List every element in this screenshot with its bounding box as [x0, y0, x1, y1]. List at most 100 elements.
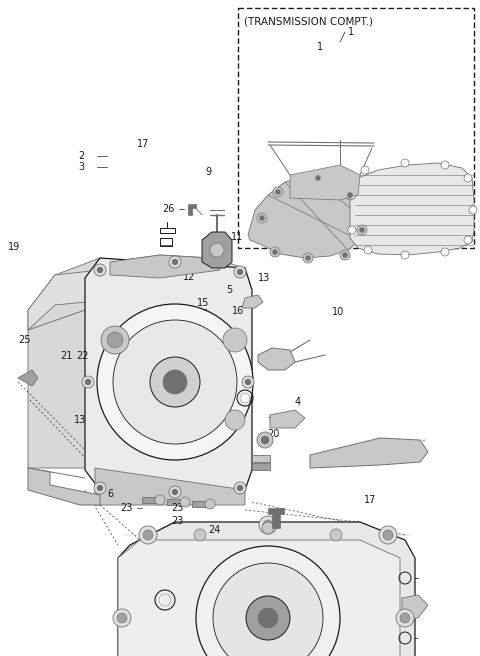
Circle shape [305, 255, 311, 260]
Circle shape [113, 609, 131, 627]
Text: 7: 7 [267, 417, 273, 428]
Circle shape [273, 249, 277, 255]
Text: 8: 8 [331, 610, 336, 621]
Circle shape [169, 486, 181, 498]
Text: 24: 24 [208, 525, 220, 535]
Circle shape [396, 609, 414, 627]
Polygon shape [310, 438, 428, 468]
Text: 23: 23 [171, 502, 183, 513]
Circle shape [113, 320, 237, 444]
Bar [252, 455, 270, 462]
Circle shape [245, 379, 251, 385]
Bar [192, 501, 212, 507]
Text: 1: 1 [317, 42, 323, 52]
Circle shape [258, 608, 278, 628]
Circle shape [163, 370, 187, 394]
Text: 23: 23 [120, 502, 132, 513]
Text: 20: 20 [267, 429, 279, 440]
Polygon shape [402, 595, 428, 620]
Circle shape [263, 520, 273, 530]
Bar [167, 499, 187, 505]
Text: 5: 5 [226, 285, 232, 295]
Circle shape [379, 526, 397, 544]
Circle shape [172, 259, 178, 265]
Circle shape [205, 499, 215, 509]
Circle shape [85, 379, 91, 385]
Circle shape [242, 376, 254, 388]
Polygon shape [290, 165, 360, 200]
Polygon shape [95, 468, 245, 505]
Circle shape [348, 226, 356, 234]
Circle shape [345, 190, 355, 200]
Polygon shape [28, 258, 245, 330]
Circle shape [343, 253, 348, 258]
Polygon shape [118, 522, 415, 656]
Text: 23: 23 [171, 516, 183, 526]
Circle shape [155, 495, 165, 505]
Text: 4: 4 [295, 397, 301, 407]
Bar [160, 228, 175, 233]
Circle shape [348, 191, 356, 199]
Circle shape [234, 266, 246, 278]
Circle shape [237, 485, 243, 491]
Circle shape [273, 187, 283, 197]
Text: 17: 17 [137, 139, 150, 150]
Text: 14: 14 [197, 308, 209, 319]
Circle shape [383, 530, 393, 540]
Text: 18: 18 [140, 370, 153, 380]
Circle shape [94, 482, 106, 494]
Bar [272, 510, 280, 528]
Text: 1: 1 [348, 27, 354, 37]
Circle shape [194, 529, 206, 541]
Bar [142, 497, 162, 503]
Circle shape [469, 206, 477, 214]
Text: 21: 21 [60, 351, 73, 361]
Polygon shape [270, 410, 305, 428]
Circle shape [210, 243, 224, 257]
Circle shape [260, 216, 264, 220]
Text: 26: 26 [162, 203, 175, 214]
Circle shape [246, 596, 290, 640]
Text: (TRANSMISSION COMPT.): (TRANSMISSION COMPT.) [244, 16, 373, 26]
Circle shape [169, 256, 181, 268]
Circle shape [101, 326, 129, 354]
Circle shape [261, 436, 269, 444]
Circle shape [107, 332, 123, 348]
Text: 22: 22 [76, 351, 89, 361]
Circle shape [401, 251, 409, 259]
Polygon shape [118, 540, 400, 656]
Circle shape [464, 236, 472, 244]
Text: 15: 15 [197, 298, 209, 308]
Bar [268, 508, 284, 514]
Circle shape [257, 432, 273, 448]
Text: 3: 3 [79, 161, 84, 172]
Polygon shape [28, 468, 100, 505]
Circle shape [361, 166, 369, 174]
Circle shape [303, 253, 313, 263]
Circle shape [97, 485, 103, 491]
Circle shape [237, 269, 243, 275]
Circle shape [234, 482, 246, 494]
Circle shape [82, 376, 94, 388]
Polygon shape [202, 232, 232, 268]
Text: 11: 11 [230, 232, 243, 243]
Circle shape [143, 530, 153, 540]
Circle shape [315, 176, 321, 180]
Circle shape [196, 546, 340, 656]
Text: 16: 16 [231, 306, 244, 316]
Bar [252, 463, 270, 470]
Circle shape [401, 159, 409, 167]
Circle shape [348, 192, 352, 197]
Text: 12: 12 [182, 272, 195, 282]
Circle shape [340, 250, 350, 260]
Polygon shape [18, 370, 38, 386]
Circle shape [117, 613, 127, 623]
Circle shape [270, 247, 280, 257]
Circle shape [364, 246, 372, 254]
Circle shape [400, 613, 410, 623]
Circle shape [313, 173, 323, 183]
Text: 6: 6 [108, 489, 114, 499]
Circle shape [464, 174, 472, 182]
Polygon shape [248, 175, 368, 258]
Polygon shape [258, 348, 295, 370]
